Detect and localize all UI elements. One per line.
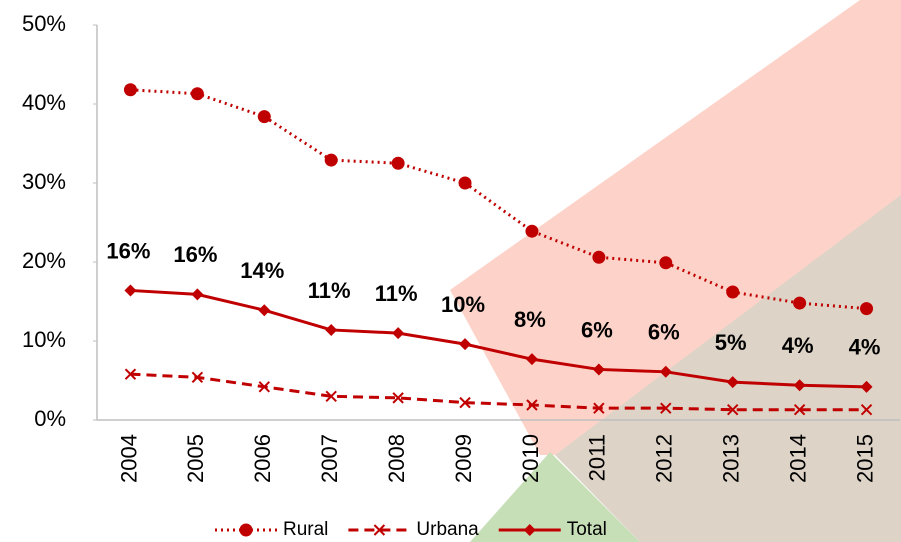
marker — [239, 523, 253, 537]
x-tick-label: 2011 — [585, 434, 610, 481]
legend-label: Total — [567, 519, 607, 540]
marker — [793, 296, 807, 310]
marker — [860, 404, 873, 416]
x-tick-label: 2004 — [116, 434, 141, 483]
marker — [392, 392, 404, 404]
marker — [325, 390, 337, 403]
marker — [659, 256, 673, 270]
marker — [659, 365, 672, 378]
marker — [392, 327, 405, 340]
data-label: 16% — [106, 238, 150, 263]
marker — [525, 224, 539, 238]
data-label: 10% — [441, 292, 485, 317]
x-tick-label: 2007 — [317, 434, 342, 483]
marker — [525, 353, 538, 366]
marker — [593, 402, 605, 414]
data-label: 6% — [581, 317, 613, 342]
y-tick-label: 0% — [34, 406, 66, 431]
data-label: 5% — [715, 330, 747, 355]
marker — [526, 399, 538, 411]
data-label: 6% — [648, 320, 680, 345]
x-tick-label: 2010 — [518, 434, 543, 483]
y-tick-label: 20% — [22, 248, 66, 273]
marker — [660, 402, 672, 414]
x-tick-label: 2006 — [250, 434, 275, 483]
marker — [860, 302, 874, 316]
marker — [391, 156, 405, 170]
legend-label: Rural — [283, 519, 328, 540]
y-tick-label: 40% — [22, 90, 66, 115]
data-label: 4% — [782, 333, 814, 358]
legend-label: Urbana — [416, 519, 479, 540]
marker — [258, 381, 270, 393]
background-shape — [555, 195, 901, 542]
x-tick-label: 2013 — [719, 434, 744, 483]
x-tick-label: 2012 — [652, 434, 677, 483]
marker — [592, 250, 606, 264]
series-line — [130, 372, 867, 412]
marker — [191, 288, 204, 301]
data-label: 4% — [849, 335, 881, 360]
marker — [257, 110, 271, 124]
marker — [123, 83, 137, 97]
marker — [726, 285, 740, 299]
marker — [325, 323, 338, 336]
data-label: 16% — [173, 242, 217, 267]
x-tick-label: 2005 — [183, 434, 208, 483]
x-tick-label: 2014 — [785, 434, 810, 483]
marker — [793, 404, 806, 416]
y-tick-label: 10% — [22, 327, 66, 352]
marker — [190, 87, 204, 101]
marker — [592, 363, 605, 376]
marker — [373, 524, 386, 536]
marker — [726, 376, 739, 389]
marker — [124, 368, 137, 380]
y-tick-label: 30% — [22, 169, 66, 194]
series-line — [130, 288, 867, 389]
marker — [124, 284, 137, 297]
marker — [458, 176, 472, 190]
y-tick-label: 50% — [22, 11, 66, 36]
x-tick-label: 2008 — [384, 434, 409, 483]
x-tick-label: 2009 — [451, 434, 476, 483]
data-label: 11% — [375, 281, 418, 306]
marker — [523, 524, 536, 536]
data-label: 11% — [308, 278, 351, 303]
x-tick-label: 2015 — [852, 434, 877, 483]
data-label: 8% — [514, 307, 546, 332]
data-label: 14% — [240, 258, 284, 283]
marker — [459, 396, 471, 409]
marker — [860, 380, 873, 393]
background-shape — [450, 0, 901, 455]
marker — [324, 153, 338, 167]
marker — [793, 379, 806, 392]
series-line — [130, 88, 867, 311]
marker — [258, 304, 271, 317]
marker — [727, 404, 739, 416]
background-shape — [470, 452, 640, 542]
marker — [459, 338, 472, 351]
marker — [191, 371, 204, 384]
